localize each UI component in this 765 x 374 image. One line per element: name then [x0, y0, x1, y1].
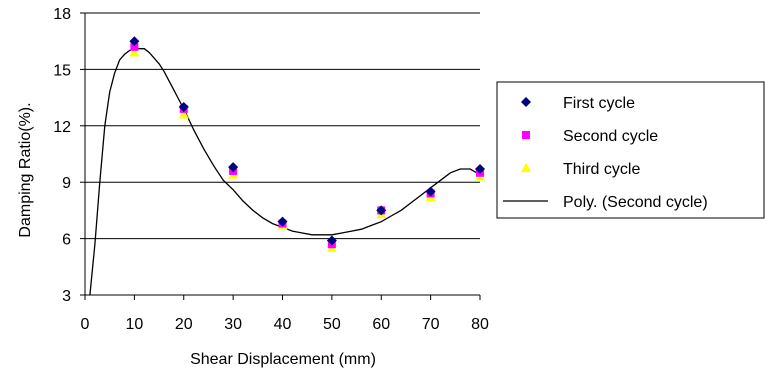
- legend-label: First cycle: [563, 95, 635, 112]
- y-tick-label: 12: [53, 119, 71, 136]
- legend-item-poly-second-cycle: Poly. (Second cycle): [503, 194, 708, 211]
- x-tick-label: 20: [175, 316, 193, 333]
- point-first-cycle: [277, 216, 288, 227]
- axis-layer: [84, 13, 480, 296]
- legend-item-third-cycle: Third cycle: [521, 161, 640, 178]
- x-tick-label: 50: [323, 316, 341, 333]
- legend-label: Poly. (Second cycle): [563, 194, 708, 211]
- x-tick-label: 30: [224, 316, 242, 333]
- point-third-cycle: [129, 47, 140, 57]
- legend-swatch: [521, 163, 531, 172]
- point-first-cycle: [129, 36, 140, 47]
- y-axis-title: Damping Ratio(%).: [17, 102, 34, 237]
- y-tick-label: 15: [53, 62, 71, 79]
- legend: First cycle Second cycle Third cycle Poly. …: [496, 81, 765, 219]
- points-layer: [129, 36, 485, 252]
- curve-layer: [89, 48, 481, 296]
- point-first-cycle: [475, 164, 485, 175]
- y-tick-label: 18: [53, 6, 71, 23]
- x-tick-label: 70: [422, 316, 440, 333]
- x-tick-label: 10: [125, 316, 143, 333]
- y-tick-label: 9: [62, 175, 71, 192]
- grid-layer: [85, 12, 480, 240]
- x-tick-label: 60: [372, 316, 390, 333]
- y-tick-label: 3: [62, 288, 71, 305]
- point-first-cycle: [326, 235, 337, 246]
- legend-box: [496, 81, 765, 219]
- point-second-cycle: [130, 42, 139, 51]
- x-axis-title: Shear Displacement (mm): [190, 351, 376, 368]
- legend-item-second-cycle: Second cycle: [522, 128, 658, 145]
- y-tick-label: 6: [62, 232, 71, 249]
- legend-swatch: [521, 97, 531, 107]
- trendline-second-cycle: [89, 48, 481, 296]
- legend-swatch: [522, 131, 530, 139]
- x-tick-label: 80: [471, 316, 489, 333]
- tick-layer: 3 6 9 12 15 18 0 10 20 30 40 50 60 70 80: [53, 6, 489, 333]
- point-first-cycle: [376, 205, 387, 216]
- legend-item-first-cycle: First cycle: [521, 95, 635, 112]
- x-tick-label: 40: [274, 316, 292, 333]
- legend-label: Second cycle: [563, 128, 658, 145]
- point-third-cycle: [178, 109, 189, 119]
- x-tick-label: 0: [81, 316, 90, 333]
- legend-label: Third cycle: [563, 161, 640, 178]
- point-first-cycle: [425, 186, 436, 197]
- point-first-cycle: [178, 102, 189, 112]
- point-first-cycle: [228, 162, 239, 173]
